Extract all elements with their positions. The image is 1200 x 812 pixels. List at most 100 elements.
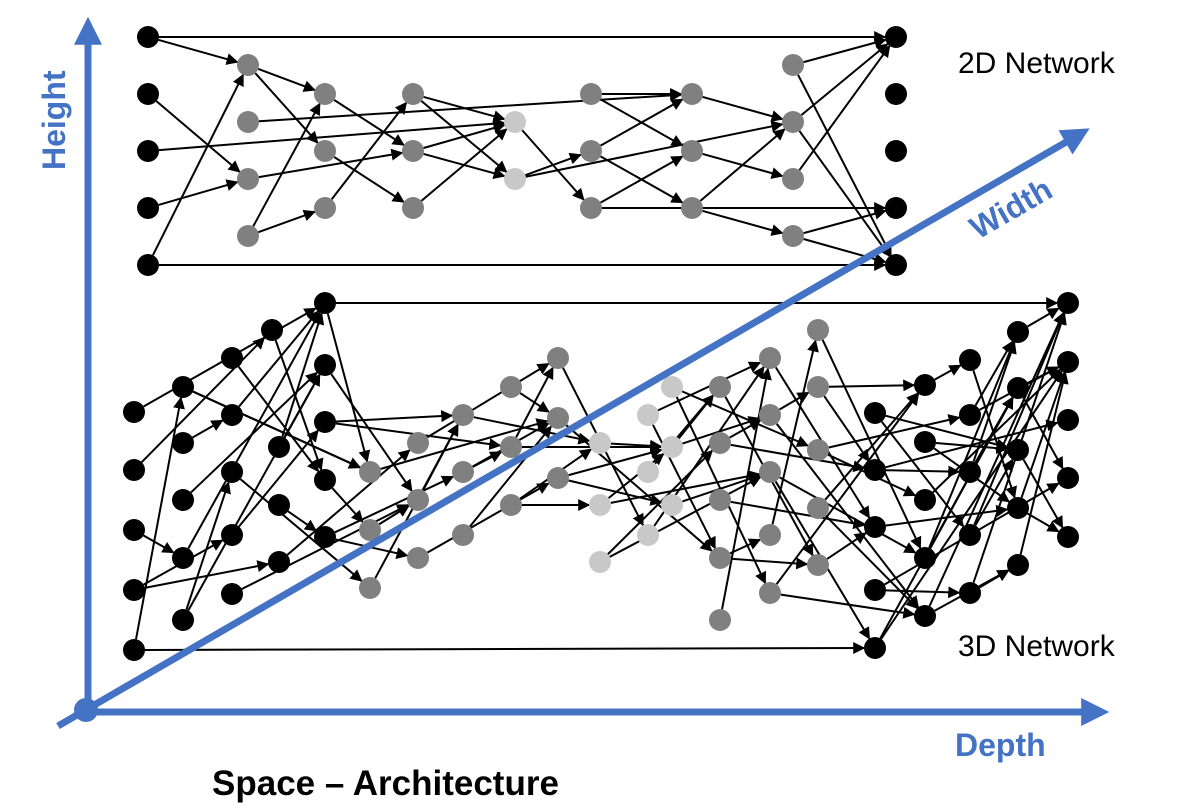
node [452,461,474,483]
node [172,547,194,569]
label-2d: 2D Network [958,47,1116,80]
node [314,197,336,219]
node [864,516,886,538]
node [807,319,829,341]
node [123,401,145,423]
edge [286,449,411,556]
edge [1020,371,1067,498]
node [268,551,290,573]
node [885,197,907,219]
node [914,431,936,453]
edge [326,313,371,463]
node [1057,526,1079,548]
axes [56,16,1110,730]
edge [281,312,325,437]
edge [568,479,663,506]
node [402,197,424,219]
node [1057,467,1079,489]
edge [283,373,321,438]
node [237,111,259,133]
edge [823,395,870,462]
edge [972,341,1017,462]
node [547,347,569,369]
node [709,432,731,454]
origin [74,698,98,722]
node [237,168,259,190]
edge [682,416,761,445]
node [137,26,159,48]
node [123,519,145,541]
edge [144,642,866,655]
node [709,376,731,398]
edge [780,593,916,619]
edge [607,453,665,499]
node [123,459,145,481]
node [547,407,569,429]
node [914,374,936,396]
edge [978,569,1010,589]
edge [155,100,241,173]
edges [135,31,1069,655]
node [1057,409,1079,431]
node [681,83,703,105]
node [123,639,145,661]
edge [934,364,962,381]
node [1057,351,1079,373]
edge [274,340,324,471]
edge [974,396,1014,463]
node [407,432,429,454]
node [314,526,336,548]
node [172,376,194,398]
edge [524,152,582,177]
edge [378,504,410,526]
node [661,494,683,516]
height-label: Height [36,70,72,170]
edge [682,473,761,503]
node [500,436,522,458]
node [580,140,602,162]
node [959,582,981,604]
edge [237,366,320,473]
edge [135,396,185,640]
width-axis-line [56,128,1090,730]
node [237,225,259,247]
node [959,349,981,371]
edge [192,419,224,439]
node [759,524,781,546]
node [885,26,907,48]
node [864,579,886,601]
edge [515,366,554,438]
edge [973,312,1066,526]
edge [158,117,506,152]
edge [885,586,961,599]
node [589,432,611,454]
node [782,111,804,133]
edge [330,101,408,200]
node [268,494,290,516]
edge [678,394,714,440]
node [759,461,781,483]
edge [730,500,866,530]
edge [1027,307,1060,328]
edge [600,155,684,204]
node [314,140,336,162]
edge [254,72,319,144]
edge [880,370,1063,640]
node [914,605,936,627]
node [580,197,602,219]
edge [158,179,239,206]
edge [798,130,891,258]
node [500,376,522,398]
caption: Space – Architecture [212,764,559,803]
edge [828,414,961,449]
edge [1027,512,1060,533]
edge [525,120,784,178]
node [589,494,611,516]
edge [828,379,916,392]
node [914,489,936,511]
node [221,461,243,483]
node [137,254,159,276]
node [864,459,886,481]
node [314,411,336,433]
